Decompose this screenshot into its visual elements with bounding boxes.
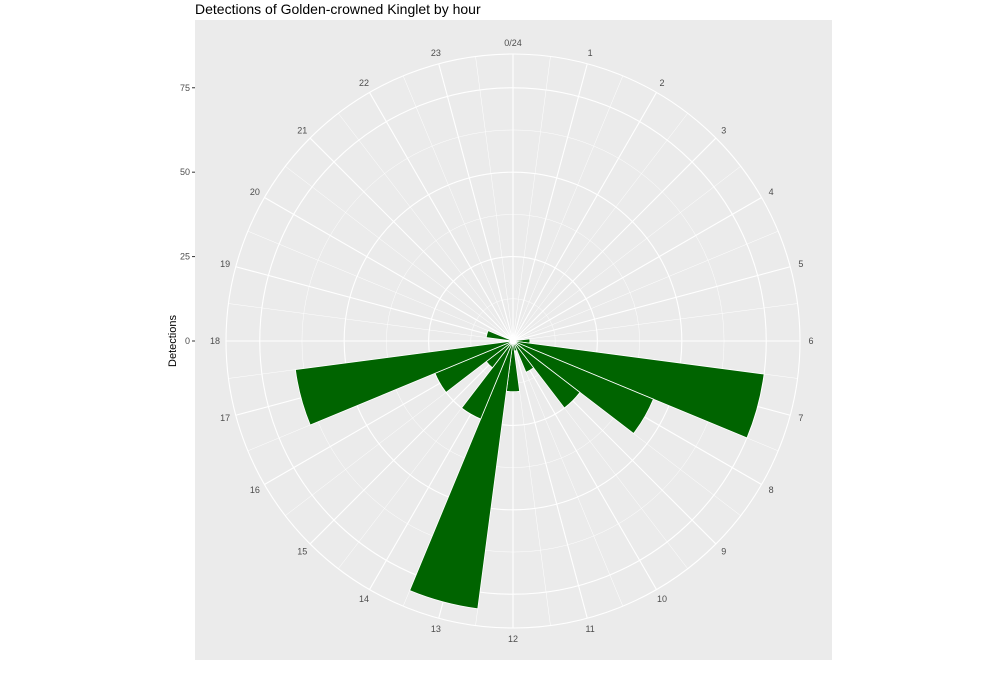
grid-spoke: [512, 266, 791, 342]
hour-label: 17: [220, 413, 230, 423]
grid-spoke-minor: [512, 166, 741, 342]
grid-spoke-minor: [512, 113, 688, 342]
grid-spoke-minor: [512, 56, 551, 342]
grid-spoke: [264, 197, 514, 342]
grid-spoke-minor: [512, 340, 624, 607]
bar-hour-10: [512, 340, 535, 373]
hour-label: 3: [721, 125, 726, 135]
hour-label: 15: [297, 547, 307, 557]
chart-title: Detections of Golden-crowned Kinglet by …: [195, 1, 481, 17]
bar-hour-9: [512, 340, 581, 409]
y-tick-label: 75: [180, 83, 190, 93]
hour-label: 12: [508, 634, 518, 644]
grid-spoke: [309, 340, 514, 545]
grid-spoke-minor: [228, 303, 514, 342]
hour-label: 9: [721, 547, 726, 557]
hour-label: 4: [769, 187, 774, 197]
y-tick-label: 25: [180, 252, 190, 262]
hour-label: 20: [250, 187, 260, 197]
grid-spoke: [235, 266, 514, 342]
grid-spoke: [438, 63, 514, 342]
hour-label: 6: [808, 336, 813, 346]
grid-spoke: [512, 340, 588, 619]
grid-spoke: [309, 137, 514, 342]
hour-label: 18: [210, 336, 220, 346]
grid-spoke-minor: [512, 303, 798, 342]
hour-label: 2: [659, 78, 664, 88]
grid-spoke: [512, 137, 717, 342]
grid-spoke-minor: [512, 230, 779, 342]
hour-label: 16: [250, 485, 260, 495]
hour-label: 13: [431, 624, 441, 634]
grid-spoke-minor: [512, 75, 624, 342]
hour-label: 8: [769, 485, 774, 495]
grid-spoke-minor: [285, 166, 514, 342]
bars: [294, 330, 765, 610]
grid-spoke-minor: [338, 113, 514, 342]
grid-spoke-minor: [475, 56, 514, 342]
grid-spoke: [512, 63, 588, 342]
y-tick-label: 50: [180, 167, 190, 177]
grid-spoke: [512, 92, 657, 342]
hour-label: 10: [657, 594, 667, 604]
bar-hour-19: [485, 330, 514, 342]
grid-spoke-minor: [247, 230, 514, 342]
bar-hour-14: [461, 340, 514, 420]
y-tick-labels: 0 25 50 75: [180, 83, 195, 346]
hour-label: 19: [220, 259, 230, 269]
grid-spoke: [369, 92, 514, 342]
bar-hour-8: [512, 340, 654, 435]
hour-label: 7: [798, 413, 803, 423]
hour-label: 11: [585, 624, 594, 634]
hour-label: 5: [798, 259, 803, 269]
hour-tick-labels: 0/24123456789101112131415161718192021222…: [210, 38, 814, 644]
bar-hour-7: [512, 340, 765, 439]
grid-spoke: [512, 197, 762, 342]
hour-label: 22: [359, 78, 369, 88]
grid-spoke-minor: [402, 75, 514, 342]
hour-label: 1: [588, 48, 593, 58]
y-tick-label: 0: [185, 336, 190, 346]
grid-spoke: [512, 340, 657, 590]
hour-label: 21: [297, 125, 307, 135]
bar-hour-13: [409, 340, 514, 610]
hour-label: 23: [431, 48, 441, 58]
hour-label: 0/24: [504, 38, 522, 48]
hour-label: 14: [359, 594, 369, 604]
bar-hour-17: [294, 340, 514, 426]
y-axis-label: Detections: [167, 315, 179, 367]
